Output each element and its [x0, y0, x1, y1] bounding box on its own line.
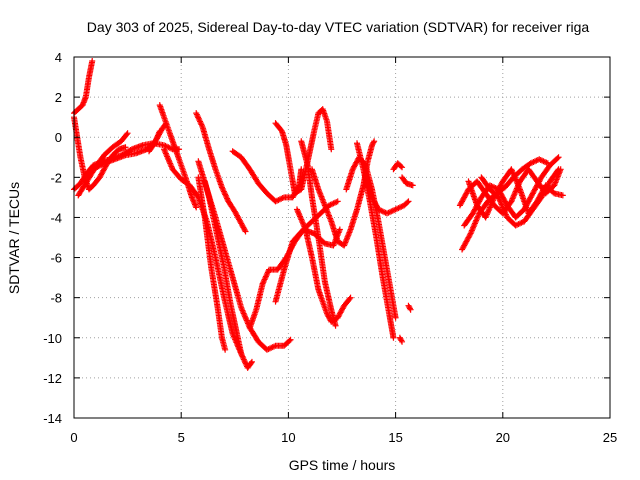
x-tick-label: 0: [70, 430, 77, 445]
y-tick-label: -2: [50, 170, 62, 185]
data-point: [193, 204, 200, 211]
data-point: [370, 139, 377, 146]
data-point: [404, 199, 411, 206]
y-tick-label: -10: [43, 331, 62, 346]
x-tick-label: 10: [281, 430, 295, 445]
data-point: [334, 198, 341, 205]
data-point: [407, 306, 414, 313]
data-marks: [71, 58, 566, 371]
data-point: [241, 227, 248, 234]
y-tick-label: -14: [43, 411, 62, 426]
data-point: [336, 226, 343, 233]
x-axis-title: GPS time / hours: [289, 457, 396, 473]
data-series: [71, 114, 129, 193]
data-point: [406, 305, 413, 312]
data-series: [201, 178, 245, 357]
y-tick-label: 2: [55, 90, 62, 105]
data-point: [392, 314, 399, 321]
data-series: [343, 154, 399, 321]
plot-frame: [73, 56, 611, 419]
data-series: [362, 174, 412, 217]
data-point: [371, 138, 378, 145]
data-point: [122, 144, 129, 151]
data-point: [559, 192, 566, 199]
chart-title: Day 303 of 2025, Sidereal Day-to-day VTE…: [87, 19, 590, 35]
data-series: [396, 334, 406, 345]
data-point: [99, 161, 106, 168]
y-tick-label: -12: [43, 371, 62, 386]
grid: [74, 57, 610, 418]
data-point: [298, 166, 305, 173]
data-point: [397, 163, 404, 170]
data-point: [554, 167, 561, 174]
data-point: [328, 146, 335, 153]
data-point: [390, 334, 397, 341]
data-point: [248, 360, 255, 367]
data-series: [298, 138, 339, 329]
data-point: [466, 231, 473, 238]
data-point: [89, 58, 96, 65]
x-tick-label: 20: [496, 430, 510, 445]
data-point: [287, 336, 294, 343]
data-point: [399, 164, 406, 171]
data-point: [238, 350, 245, 357]
data-point: [286, 337, 293, 344]
data-series: [195, 174, 229, 353]
data-point: [346, 295, 353, 302]
y-tick-label: 4: [55, 50, 62, 65]
data-series: [272, 106, 335, 197]
data-series: [478, 166, 562, 229]
data-point: [347, 294, 354, 301]
data-series: [71, 58, 96, 117]
data-series: [75, 130, 131, 199]
data-point: [405, 198, 412, 205]
y-tick-label: -8: [50, 291, 62, 306]
y-tick-label: 0: [55, 130, 62, 145]
y-tick-label: -4: [50, 210, 62, 225]
y-tick-label: -6: [50, 251, 62, 266]
data-point: [555, 154, 562, 161]
data-point: [554, 155, 561, 162]
data-point: [399, 338, 406, 345]
data-point: [409, 182, 416, 189]
data-series: [399, 174, 416, 189]
data-series: [390, 160, 406, 173]
data-series: [354, 140, 397, 341]
data-point: [123, 131, 130, 138]
data-point: [242, 228, 249, 235]
x-tick-label: 5: [178, 430, 185, 445]
data-point: [248, 358, 255, 365]
data-series: [193, 110, 249, 235]
data-point: [555, 166, 562, 173]
data-point: [332, 322, 339, 329]
data-point: [222, 346, 229, 353]
x-tick-label: 25: [603, 430, 617, 445]
data-point: [124, 130, 131, 137]
y-axis-title: SDTVAR / TECUs: [6, 182, 22, 294]
data-series: [308, 138, 378, 249]
x-tick-label: 15: [388, 430, 402, 445]
data-series: [405, 302, 414, 313]
data-point: [398, 337, 405, 344]
